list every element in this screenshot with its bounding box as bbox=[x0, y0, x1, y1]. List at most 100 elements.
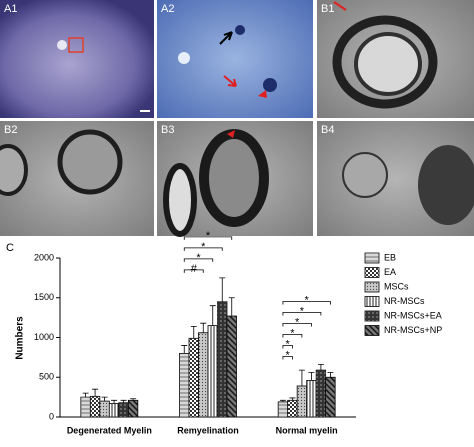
error-bar bbox=[101, 396, 108, 402]
arrowhead bbox=[258, 90, 267, 98]
decor bbox=[163, 163, 197, 237]
bar-pattern bbox=[217, 301, 227, 417]
significance-label: * bbox=[196, 252, 201, 264]
legend-pattern bbox=[365, 311, 379, 321]
error-bar bbox=[228, 297, 235, 317]
significance-bracket bbox=[183, 258, 214, 262]
legend-label: NR-MSCs+EA bbox=[384, 310, 442, 320]
error-bar bbox=[190, 325, 197, 339]
legend-label: EA bbox=[384, 267, 396, 277]
arrow bbox=[333, 1, 347, 11]
bar-pattern bbox=[306, 380, 317, 417]
significance-bracket bbox=[282, 312, 322, 316]
legend-pattern bbox=[365, 282, 379, 292]
bar-pattern bbox=[316, 370, 326, 417]
significance-label: * bbox=[206, 230, 211, 242]
bar-pattern bbox=[90, 396, 100, 417]
legend-pattern bbox=[365, 267, 379, 278]
y-tick-label: 2000 bbox=[34, 252, 54, 262]
significance-bracket bbox=[183, 269, 204, 273]
significance-bracket bbox=[282, 301, 331, 305]
significance-label: * bbox=[201, 241, 206, 253]
significance-bracket bbox=[282, 356, 293, 360]
legend-label: NR-MSCs+NP bbox=[384, 325, 442, 335]
decor bbox=[332, 15, 438, 109]
decor bbox=[354, 32, 422, 96]
error-bar bbox=[308, 372, 315, 381]
significance-label: * bbox=[290, 327, 295, 339]
significance-bracket bbox=[183, 247, 223, 251]
significance-label: * bbox=[295, 316, 300, 328]
significance-label: * bbox=[286, 338, 291, 350]
y-axis-label: Numbers bbox=[15, 316, 26, 360]
decor bbox=[199, 129, 269, 227]
decor bbox=[57, 40, 67, 50]
arrow bbox=[223, 75, 237, 87]
error-bar bbox=[209, 305, 216, 326]
bar-pattern bbox=[278, 401, 288, 417]
legend-pattern bbox=[365, 325, 379, 336]
panel-label: B2 bbox=[4, 124, 17, 136]
decor bbox=[68, 37, 84, 53]
panel-label: B1 bbox=[321, 3, 334, 15]
significance-bracket bbox=[282, 334, 303, 338]
arrowhead bbox=[227, 130, 235, 138]
bar-pattern bbox=[227, 316, 237, 417]
error-bar bbox=[289, 397, 296, 401]
panel-label: C bbox=[6, 242, 14, 254]
bar-pattern bbox=[99, 401, 110, 417]
error-bar bbox=[200, 322, 207, 333]
y-tick-label: 500 bbox=[39, 372, 54, 382]
micrographs bbox=[0, 0, 474, 237]
error-bar bbox=[317, 364, 324, 371]
bar-pattern bbox=[179, 353, 189, 417]
decor bbox=[57, 129, 123, 195]
error-bar bbox=[181, 345, 188, 354]
significance-label: # bbox=[191, 263, 198, 275]
bar-pattern bbox=[325, 377, 336, 417]
panel-label: A1 bbox=[4, 3, 17, 15]
panel-label: A2 bbox=[161, 3, 174, 15]
panel-label: B4 bbox=[321, 124, 334, 136]
error-bar bbox=[92, 388, 99, 397]
panel-labels: A1 A2 B1 B2 B3 B4 bbox=[4, 3, 334, 136]
bar-pattern bbox=[198, 332, 208, 417]
error-bar bbox=[298, 369, 305, 386]
bar-pattern bbox=[109, 403, 119, 417]
bar-pattern bbox=[118, 402, 129, 417]
decor bbox=[178, 52, 190, 64]
panel-label: B3 bbox=[161, 124, 174, 136]
error-bar bbox=[111, 399, 118, 404]
x-tick-label: Normal myelin bbox=[276, 425, 338, 435]
significance-bracket bbox=[282, 345, 293, 349]
micrograph-a1 bbox=[0, 0, 154, 118]
significance-bracket bbox=[282, 323, 312, 327]
significance-label: * bbox=[286, 349, 291, 361]
error-bar bbox=[219, 277, 226, 302]
bar-pattern bbox=[208, 325, 218, 417]
decor bbox=[263, 78, 277, 92]
legend-pattern bbox=[365, 253, 379, 263]
y-tick-label: 1500 bbox=[34, 292, 54, 302]
significance-bracket bbox=[183, 236, 233, 240]
error-bar bbox=[327, 372, 334, 378]
error-bar bbox=[130, 398, 137, 401]
arrow bbox=[219, 31, 233, 45]
legend-label: MSCs bbox=[384, 281, 409, 291]
decor bbox=[342, 152, 388, 198]
bar-pattern bbox=[287, 400, 298, 417]
error-bar bbox=[82, 392, 89, 398]
legend-pattern bbox=[365, 296, 379, 307]
x-tick-label: Remyelination bbox=[177, 425, 239, 435]
decor bbox=[140, 110, 150, 112]
bar-pattern bbox=[189, 338, 199, 417]
decor bbox=[0, 144, 28, 196]
error-bar bbox=[279, 399, 286, 402]
y-tick-label: 1000 bbox=[34, 332, 54, 342]
decor bbox=[418, 145, 474, 225]
bar-pattern bbox=[297, 385, 307, 417]
bar-pattern bbox=[128, 400, 138, 417]
legend-label: NR-MSCs bbox=[384, 296, 425, 306]
y-tick-label: 0 bbox=[49, 411, 54, 421]
